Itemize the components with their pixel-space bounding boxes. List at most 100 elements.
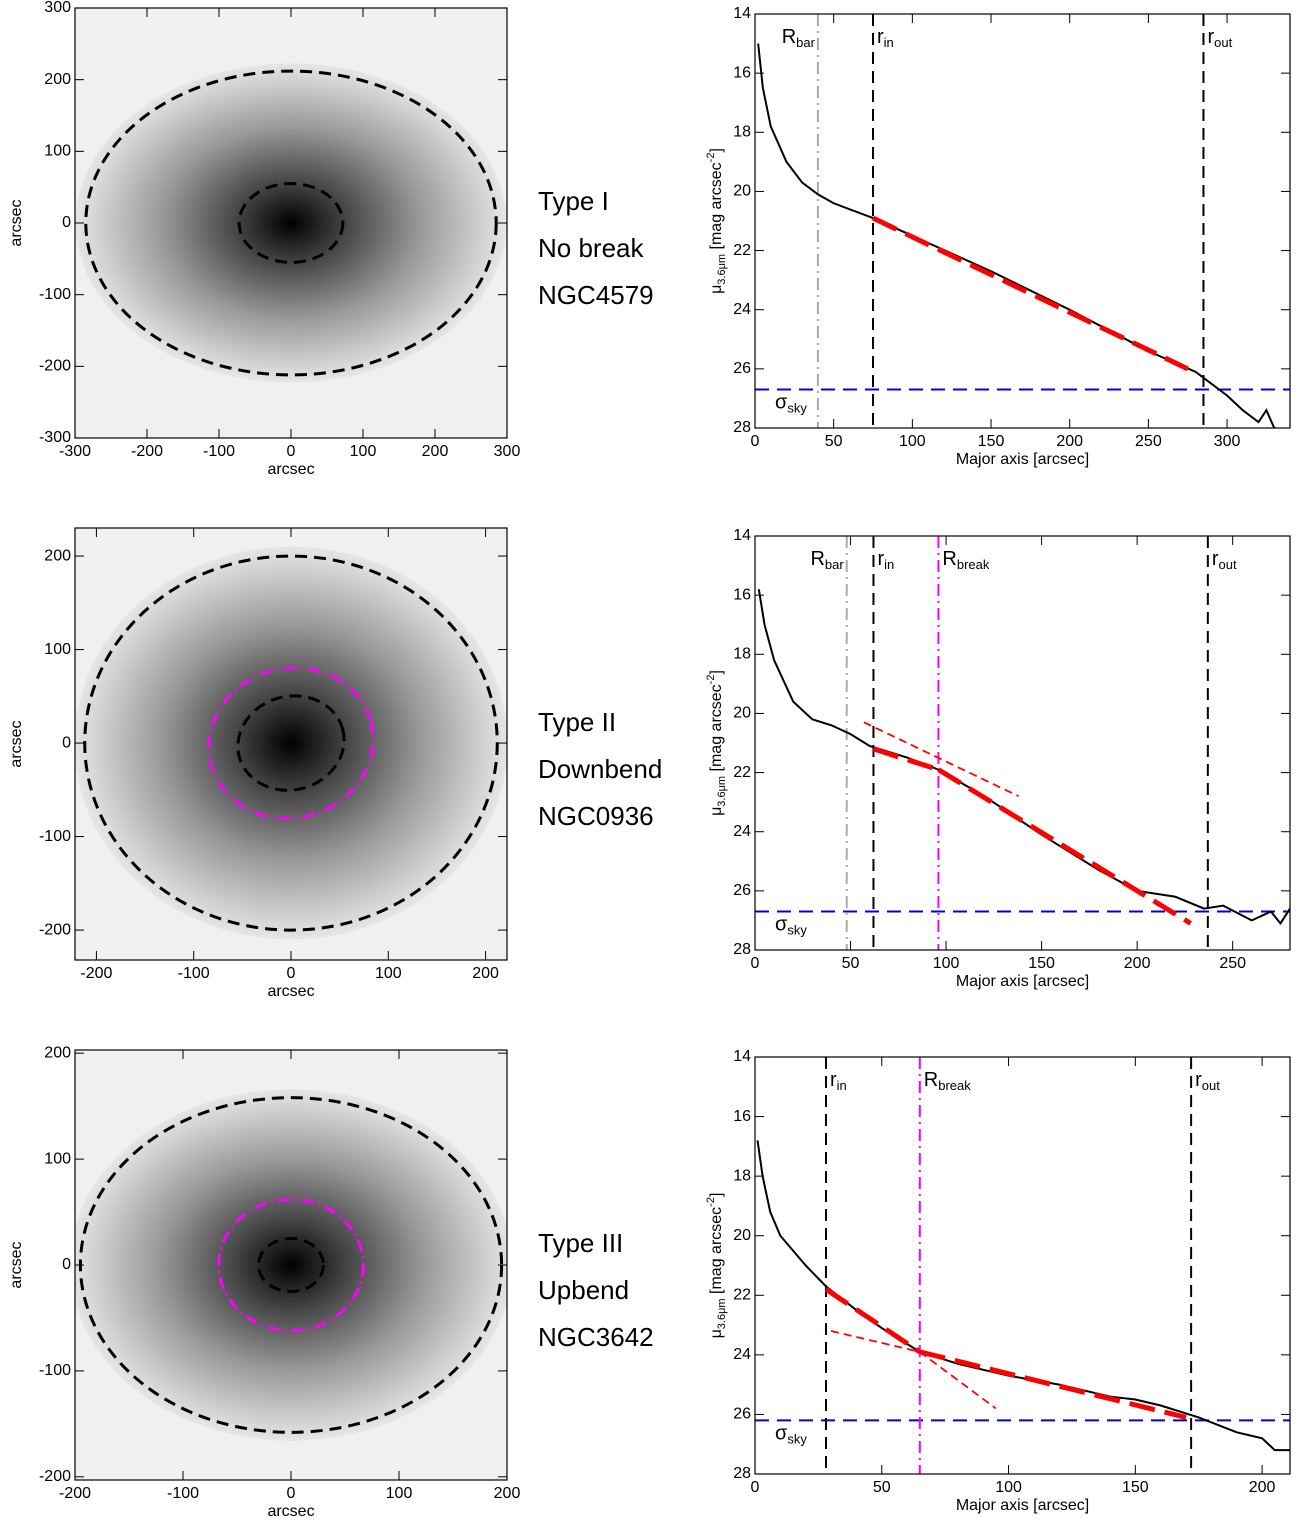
y-tick-label: 22 <box>733 764 751 781</box>
marker-label: Rbreak <box>942 548 989 572</box>
y-tick-label: -200 <box>39 921 71 938</box>
y-tick-label: 0 <box>62 1256 71 1273</box>
x-tick-label: 50 <box>873 1479 891 1496</box>
image-layer <box>75 63 507 383</box>
x-axis-label: Major axis [arcsec] <box>956 451 1089 468</box>
fit-line <box>872 746 940 772</box>
x-tick-label: 50 <box>842 955 860 972</box>
sky-label: σsky <box>775 392 807 416</box>
x-tick-label: 300 <box>1214 433 1241 450</box>
y-tick-label: 26 <box>733 1406 751 1423</box>
y-tick-label: 22 <box>733 1287 751 1304</box>
x-axis-label: Major axis [arcsec] <box>956 1497 1089 1514</box>
y-tick-label: 16 <box>733 1108 751 1125</box>
marker-label-sub: bar <box>796 35 815 50</box>
y-axis-label-end: ] <box>708 148 725 152</box>
fit-line <box>863 721 1020 798</box>
y-tick-label: 16 <box>733 64 751 81</box>
row-label: NGC3642 <box>538 1322 654 1352</box>
y-axis-label: μ3.6μm [mag arcsec-2] <box>705 148 728 294</box>
y-axis-label: μ3.6μm [mag arcsec-2] <box>705 1193 728 1339</box>
x-axis-label: arcsec <box>267 983 314 1000</box>
y-tick-label: 16 <box>733 586 751 603</box>
x-tick-label: 250 <box>1219 955 1246 972</box>
y-axis-label: μ3.6μm [mag arcsec-2] <box>705 670 728 816</box>
y-tick-label: 14 <box>733 1048 751 1065</box>
marker-label: rin <box>830 1069 847 1093</box>
y-axis-label-text: [mag arcsec <box>708 162 725 254</box>
y-axis-label-end: ] <box>708 670 725 674</box>
row-label: Upbend <box>538 1275 629 1305</box>
aperture-ellipse <box>257 1237 325 1293</box>
y-tick-label: 26 <box>733 882 751 899</box>
x-axis-label: arcsec <box>267 1503 314 1520</box>
y-tick-label: 24 <box>733 823 751 840</box>
y-axis-label-text: [mag arcsec <box>708 684 725 776</box>
row-label: NGC4579 <box>538 280 654 310</box>
galaxy-light <box>75 63 507 383</box>
marker-label: rin <box>877 548 894 572</box>
x-tick-label: -100 <box>178 965 210 982</box>
row-label: NGC0936 <box>538 801 654 831</box>
y-tick-label: 28 <box>733 1465 751 1482</box>
y-tick-label: 28 <box>733 419 751 436</box>
x-tick-label: 50 <box>825 433 843 450</box>
x-tick-label: 0 <box>751 955 760 972</box>
x-tick-label: 200 <box>472 965 499 982</box>
marker-label-sub: in <box>884 35 894 50</box>
image-layer <box>75 1089 507 1441</box>
fit-line <box>937 767 1192 926</box>
marker-label: rin <box>877 26 894 50</box>
y-tick-label: -100 <box>39 1362 71 1379</box>
y-axis-label-text: [mag arcsec <box>708 1207 725 1299</box>
aperture-ellipse <box>237 182 345 264</box>
x-tick-label: 100 <box>350 443 377 460</box>
galaxy-light <box>75 546 507 940</box>
marker-label-sub: in <box>884 557 894 572</box>
x-axis-label: Major axis [arcsec] <box>956 973 1089 990</box>
y-tick-label: 18 <box>733 646 751 663</box>
plot-layer <box>755 536 1290 950</box>
y-tick-label: 20 <box>733 705 751 722</box>
sky-label-main: σ <box>775 1423 788 1445</box>
sky-label: σsky <box>775 1423 807 1447</box>
profile-line <box>756 1140 1290 1452</box>
fit-line <box>919 1351 997 1410</box>
x-tick-label: 100 <box>995 1479 1022 1496</box>
plot-frame <box>754 535 1291 951</box>
y-axis-label-sub: 3.6μm <box>716 254 728 285</box>
x-tick-label: 100 <box>899 433 926 450</box>
aperture-ellipse <box>217 1197 365 1333</box>
aperture-ellipse <box>83 554 499 932</box>
marker-label: rout <box>1212 548 1237 572</box>
y-tick-label: 20 <box>733 1227 751 1244</box>
marker-label: Rbreak <box>924 1069 971 1093</box>
image-layer <box>75 546 507 940</box>
marker-label-main: r <box>830 1069 837 1091</box>
y-tick-label: 14 <box>733 5 751 22</box>
y-axis-label-sub: 3.6μm <box>716 1298 728 1329</box>
sky-label-sub: sky <box>787 1432 807 1447</box>
x-tick-label: 100 <box>386 1485 413 1502</box>
y-axis-label-sub: 3.6μm <box>716 776 728 807</box>
marker-label-sub: out <box>1219 557 1237 572</box>
marker-label-main: r <box>1212 548 1219 570</box>
y-tick-label: -200 <box>39 1468 71 1485</box>
marker-label: rout <box>1195 1069 1220 1093</box>
x-tick-label: 200 <box>1124 955 1151 972</box>
x-tick-label: -200 <box>80 965 112 982</box>
marker-label-main: r <box>1195 1069 1202 1091</box>
x-tick-label: 200 <box>494 1485 521 1502</box>
row-label: Type II <box>538 707 616 737</box>
y-tick-label: 100 <box>44 641 71 658</box>
marker-label-sub: break <box>957 557 990 572</box>
marker-label-sub: break <box>938 1078 971 1093</box>
y-tick-label: 0 <box>62 214 71 231</box>
plot-layer <box>755 14 1290 428</box>
x-tick-label: 0 <box>751 1479 760 1496</box>
y-axis-label-sup: -2 <box>705 675 717 685</box>
row-label: Downbend <box>538 754 662 784</box>
galaxy-light <box>75 1089 507 1441</box>
x-tick-label: 300 <box>494 443 521 460</box>
